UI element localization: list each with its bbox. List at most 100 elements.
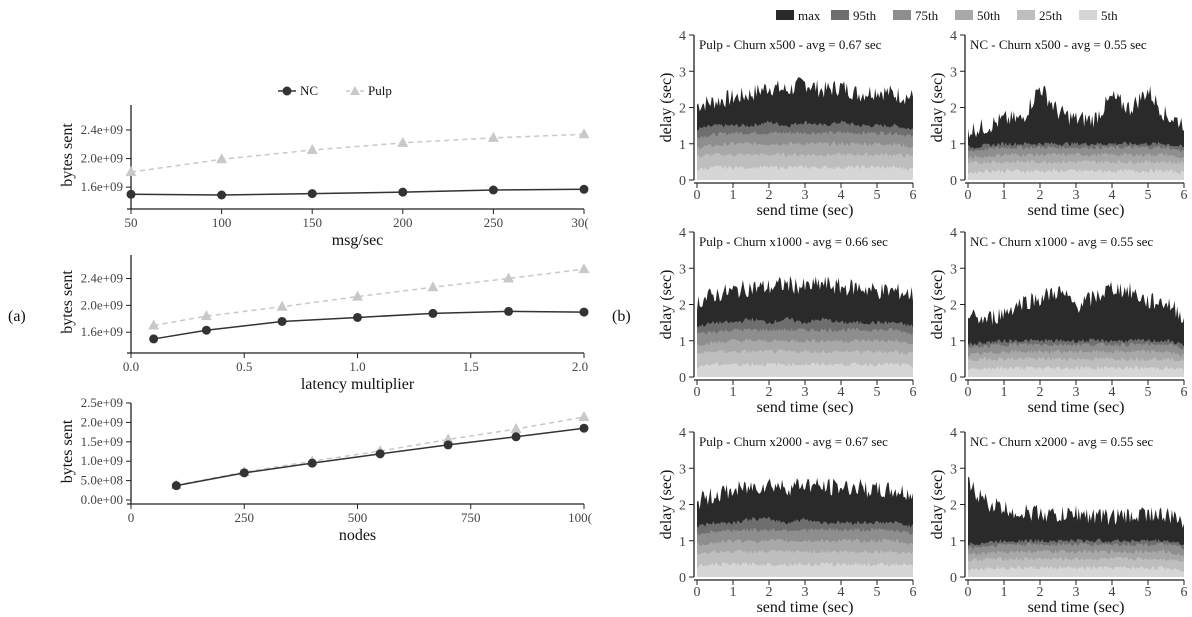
x-tick-label: 50 [125,215,138,230]
y-tick-label: 4 [950,426,957,441]
band-5th [697,562,913,577]
x-tick-label: 250 [235,510,255,525]
point-pulp [397,136,409,147]
legend-swatch-75th [893,10,911,20]
y-tick-label: 4 [679,29,686,44]
x-tick-label: 1.0 [349,359,365,374]
legend-label-95th: 95th [853,8,877,23]
y-tick-label: 1 [679,535,686,550]
band-5th [968,365,1184,377]
series-pulp-line [130,133,585,173]
y-tick-label: 3 [950,462,957,477]
point-nc [353,312,362,322]
x-tick-label: 0 [694,585,701,600]
x-tick-label: 0.0 [123,359,139,374]
x-tick-label: 500 [348,510,368,525]
line-chart-3: 0.0e+00 5.0e+08 1.0e+09 1.5e+09 2.0e+09 2.5e+… [59,395,592,544]
y-tick-label: 2 [679,102,686,117]
x-axis-label: send time (sec) [757,202,854,219]
point-nc [375,449,385,459]
band-5th [968,565,1184,577]
legend-pulp-marker [350,86,360,95]
x-tick-label: 0 [694,188,701,203]
x-axis-label: nodes [339,527,376,544]
legend-nc-label: NC [300,83,318,98]
y-tick-label: 3 [679,462,686,477]
x-tick-label: 1 [730,188,737,203]
y-tick-label: 2.5e+09 [81,395,123,410]
point-nc [428,308,438,318]
y-axis-label: delay (sec) [658,470,675,540]
y-axis-label: delay (sec) [929,470,946,540]
point-pulp [578,410,590,421]
x-tick-label: 5 [874,385,881,400]
y-tick-label: 4 [950,226,957,241]
point-pulp [427,281,439,292]
x-tick-label: 1 [730,585,737,600]
y-tick-label: 0 [950,371,957,386]
x-tick-label: 1 [730,385,737,400]
x-tick-label: 150 [302,215,322,230]
y-axis-label: delay (sec) [658,270,675,340]
y-tick-label: 0 [679,174,686,189]
x-tick-label: 5 [874,585,881,600]
y-tick-label: 1 [950,335,957,350]
legend-swatch-25th [1017,10,1035,20]
x-tick-label: 30( [571,215,588,230]
x-tick-label: 2 [1037,385,1044,400]
point-nc [579,184,589,194]
x-axis-label: send time (sec) [1028,599,1125,616]
y-tick-label: 2.0e+09 [81,414,123,429]
point-nc [307,189,317,199]
x-tick-label: 0 [128,510,135,525]
x-tick-label: 3 [1073,385,1080,400]
x-tick-label: 0 [694,385,701,400]
legend-a: NC Pulp [278,83,392,98]
y-tick-label: 0 [950,174,957,189]
y-tick-label: 2 [679,299,686,314]
x-axis-label: msg/sec [332,232,384,249]
point-pulp [200,310,212,321]
panel-title: Pulp - Churn x1000 - avg = 0.66 sec [699,234,888,249]
band-5th [968,168,1184,180]
x-tick-label: 0 [965,188,972,203]
x-tick-label: 2 [766,385,773,400]
x-tick-label: 750 [461,510,481,525]
point-pulp [125,166,137,177]
x-tick-label: 100( [568,510,592,525]
legend-label-5th: 5th [1101,8,1118,23]
legend-label-25th: 25th [1039,8,1063,23]
x-axis-label: send time (sec) [1028,399,1125,416]
panel-title: Pulp - Churn x500 - avg = 0.67 sec [699,37,882,52]
y-tick-label: 1.5e+09 [81,434,123,449]
point-nc [488,185,498,195]
x-tick-label: 3 [802,385,809,400]
point-nc [579,423,589,433]
x-tick-label: 5 [1145,385,1152,400]
y-tick-label: 0 [679,371,686,386]
point-pulp [352,290,363,301]
x-tick-label: 6 [1181,585,1188,600]
point-pulp [216,153,228,164]
area-chart-2: 0 1 2 3 4 0 1 2 3 4 5 6 send time (sec) delay (sec) NC… [929,29,1188,219]
point-pulp [442,433,454,444]
y-axis-label: bytes sent [59,419,76,483]
y-tick-label: 2.4e+09 [81,122,123,137]
y-tick-label: 2 [950,299,957,314]
area-chart-6: 0 1 2 3 4 0 1 2 3 4 5 6 send time (sec) delay (sec) NC… [929,426,1188,616]
x-tick-label: 3 [802,585,809,600]
y-tick-label: 4 [679,226,686,241]
panel-title: Pulp - Churn x2000 - avg = 0.67 sec [699,434,888,449]
point-pulp [276,300,288,311]
legend-swatch-95th [831,10,849,20]
x-tick-label: 1 [1001,585,1008,600]
y-tick-label: 4 [679,426,686,441]
point-nc [217,190,227,200]
y-axis-label: bytes sent [59,270,76,334]
point-nc [277,316,287,326]
panel-label-b: (b) [612,308,631,325]
y-tick-label: 2.0e+09 [81,151,123,166]
x-tick-label: 1.5 [463,359,479,374]
